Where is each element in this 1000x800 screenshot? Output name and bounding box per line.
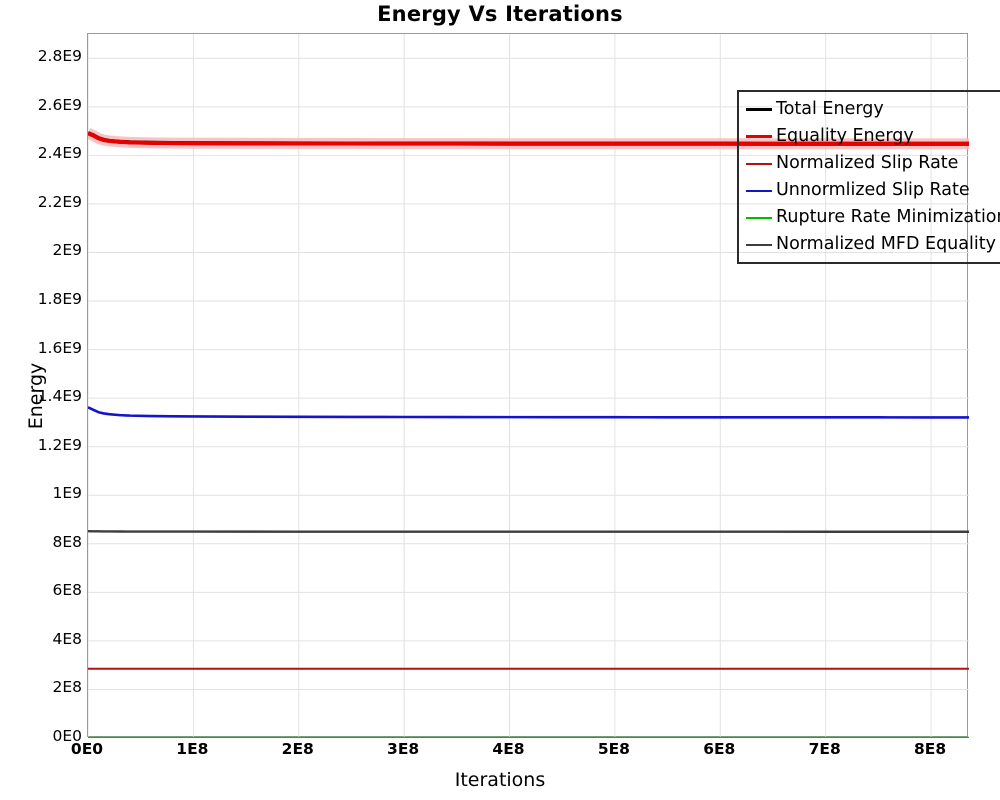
series-line: [88, 131, 969, 146]
legend-item[interactable]: Total Energy: [745, 96, 1000, 123]
plot-area: [87, 33, 969, 738]
legend-item-label: Total Energy: [776, 98, 884, 119]
plot-wrapper: Total Energy Equality Energy Normalized Sl…: [87, 33, 1000, 738]
y-axis-tick-label: 1.4E9: [37, 387, 82, 406]
y-axis-tick-label: 2.4E9: [37, 144, 82, 163]
y-axis-tick-label: 8E8: [52, 532, 82, 551]
x-axis-tick-label: 8E8: [913, 740, 947, 758]
x-axis-tick-label: 6E8: [703, 740, 736, 758]
y-axis-tick-label: 0E0: [52, 727, 82, 745]
y-axis-tick-label: 6E8: [52, 581, 82, 600]
legend-item-label: Normalized MFD Equality: [776, 233, 996, 254]
x-axis-title: Iterations: [454, 769, 546, 791]
legend-item[interactable]: Equality Energy: [745, 123, 1000, 150]
legend-color-swatch-icon: [745, 189, 773, 192]
legend-color-swatch-icon: [745, 243, 773, 246]
x-axis-tick-labels: 0E0 1E8 2E8 3E8 4E8 5E8 6E8 7E8 8E8: [0, 740, 1000, 770]
y-axis-tick-label: 2.8E9: [37, 47, 82, 66]
y-axis-tick-label: 1.6E9: [37, 338, 82, 357]
y-axis-tick-label: 4E8: [52, 629, 82, 648]
x-axis-tick-label: 4E8: [492, 740, 525, 758]
legend-color-swatch-icon: [745, 216, 773, 219]
legend-item-label: Unnormlized Slip Rate: [776, 179, 970, 200]
legend-item-label: Normalized Slip Rate: [776, 152, 959, 173]
legend-item[interactable]: Unnormlized Slip Rate: [745, 177, 1000, 204]
y-axis-tick-label: 2.6E9: [37, 95, 82, 114]
chart-legend: Total Energy Equality Energy Normalized Sl…: [737, 90, 1000, 264]
legend-color-swatch-icon: [745, 108, 773, 111]
y-axis-tick-labels: 0E0 2E8 4E8 6E8 8E8 1E9 1.2E9 1.4E9 1.6E9 1.8E9 2E…: [0, 0, 82, 800]
series-line: [88, 529, 969, 533]
x-axis-tick-label: 3E8: [387, 740, 420, 758]
x-axis-tick-label: 2E8: [281, 740, 314, 758]
y-axis-tick-label: 1E9: [52, 484, 82, 503]
y-axis-tick-label: 2E9: [52, 241, 82, 260]
y-axis-tick-label: 2.2E9: [37, 192, 82, 211]
legend-item-label: Equality Energy: [776, 125, 914, 146]
legend-item[interactable]: Normalized MFD Equality: [745, 231, 1000, 258]
series-line: [88, 406, 969, 419]
legend-item[interactable]: Normalized Slip Rate: [745, 150, 1000, 177]
x-axis-tick-label: 1E8: [176, 740, 209, 758]
legend-item[interactable]: Rupture Rate Minimization: [745, 204, 1000, 231]
plot-svg: [88, 34, 969, 738]
y-axis-tick-label: 2E8: [52, 678, 82, 697]
y-axis-title: Energy: [25, 362, 47, 430]
x-axis-tick-label: 5E8: [597, 740, 630, 758]
x-axis-tick-label: 0E0: [70, 740, 104, 758]
legend-color-swatch-icon: [745, 162, 773, 165]
grid-lines: [88, 34, 969, 738]
legend-color-swatch-icon: [745, 135, 773, 138]
y-axis-tick-label: 1.8E9: [37, 290, 82, 309]
legend-item-label: Rupture Rate Minimization: [776, 206, 1000, 227]
y-axis-tick-label: 1.2E9: [37, 435, 82, 454]
x-axis-tick-label: 7E8: [808, 740, 841, 758]
chart-title: Energy Vs Iterations: [377, 2, 623, 26]
